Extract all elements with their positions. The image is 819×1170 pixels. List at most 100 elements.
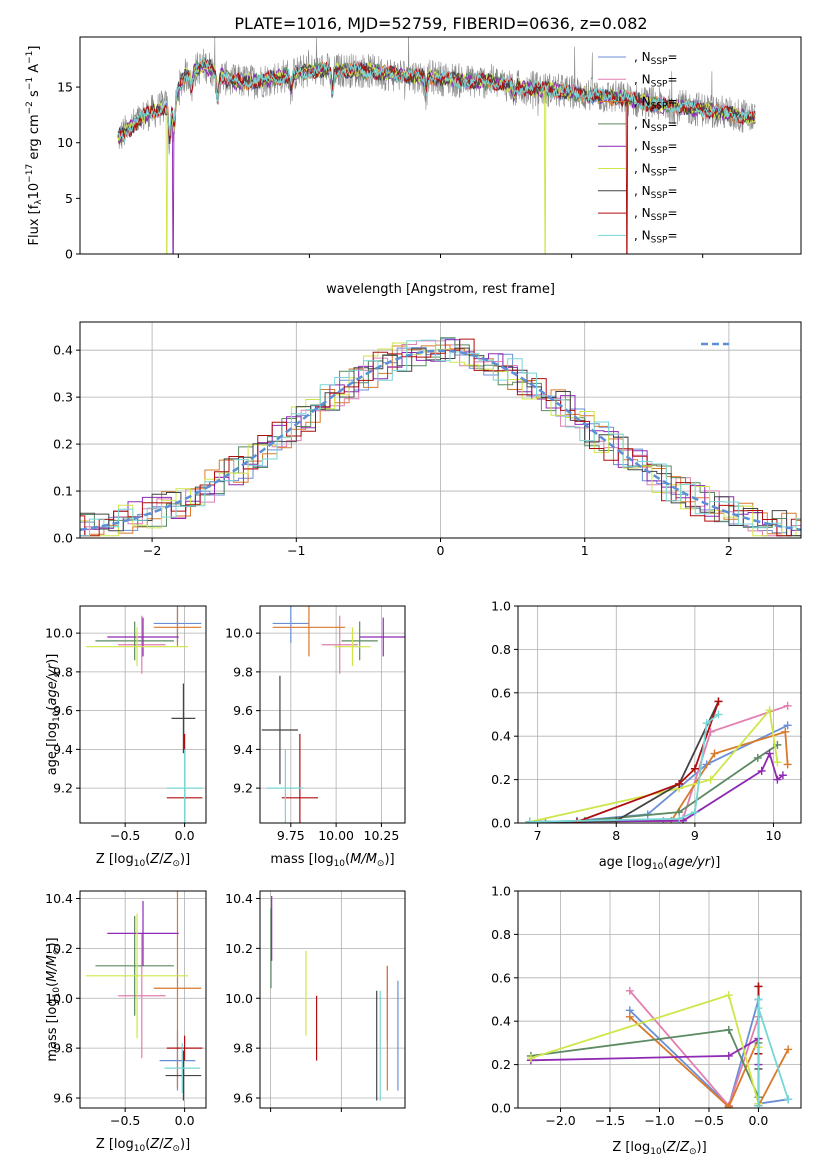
x-tick-label: 10.25 bbox=[364, 828, 400, 843]
axes-frame bbox=[79, 890, 207, 1109]
mass-weight-marker bbox=[753, 753, 762, 762]
y-tick-label: 10.2 bbox=[45, 941, 73, 956]
model-spectrum-line bbox=[117, 57, 756, 254]
mass-weight-marker bbox=[625, 986, 634, 995]
mass-weight-marker bbox=[773, 775, 782, 784]
mass-weight-line bbox=[530, 1028, 760, 1098]
y-tick-label: 9.4 bbox=[233, 742, 253, 757]
y-tick-label: 5 bbox=[65, 191, 73, 206]
y-tick-label: 9.2 bbox=[233, 781, 253, 796]
x-tick-label: 2 bbox=[725, 543, 733, 558]
y-tick-label: 10.0 bbox=[45, 626, 73, 641]
x-tick-label: −1.0 bbox=[644, 1113, 674, 1128]
plot-area bbox=[270, 895, 399, 1101]
y-tick-label: 10.0 bbox=[225, 626, 253, 641]
y-tick-label: 9.6 bbox=[53, 703, 73, 718]
mass-weight-marker bbox=[690, 808, 699, 817]
mass-weight-marker bbox=[625, 1012, 634, 1021]
x-axis-label: Z [log10(Z/Z⊙)] bbox=[96, 852, 190, 869]
y-tick-label: 0.0 bbox=[53, 531, 73, 546]
mass-weight-marker bbox=[724, 1025, 733, 1034]
axes-frame bbox=[79, 321, 802, 539]
mass-weight-marker bbox=[765, 706, 774, 715]
mass-weight-marker bbox=[714, 697, 723, 706]
age-vs-metallicity-panel: −0.5 0.0 9.2 9.4 9.6 9.8 10.0 Z [log10(Z/Z⊙)] ag… bbox=[45, 605, 207, 869]
x-tick-label: −0.5 bbox=[110, 1113, 140, 1128]
x-tick-label: 10.00 bbox=[318, 828, 354, 843]
mass-weight-marker bbox=[754, 982, 763, 991]
plot-area bbox=[117, 37, 756, 254]
x-axis-label: wavelength [Angstrom, rest frame] bbox=[326, 282, 555, 297]
legend-entry-label: , NSSP= bbox=[634, 184, 678, 201]
mass-weight-marker bbox=[706, 775, 715, 784]
y-tick-label: 10.0 bbox=[225, 991, 253, 1006]
data-spectrum-line bbox=[117, 37, 756, 155]
legend-entry-label: , NSSP= bbox=[634, 139, 678, 156]
y-tick-label: 1.0 bbox=[491, 599, 511, 614]
figure-title: PLATE=1016, MJD=52759, FIBERID=0636, z=0… bbox=[234, 14, 647, 33]
x-tick-label: 9.75 bbox=[277, 828, 305, 843]
massweight-vs-metallicity-panel: −2.0 −1.5 −1.0 −0.5 0.0 0.0 0.2 0.4 0.6 0.8 1.0 Z [… bbox=[491, 884, 802, 1157]
residual-histogram-step bbox=[80, 344, 801, 537]
legend-entry-label: , NSSP= bbox=[634, 206, 678, 223]
y-tick-label: 0.4 bbox=[53, 343, 73, 358]
y-axis-label: Flux [fλ10−17 erg cm−2 s−1 A−1] bbox=[25, 46, 44, 246]
mass-weight-marker bbox=[754, 1101, 763, 1108]
legend-entry-label: , NSSP= bbox=[634, 95, 678, 112]
plot-area bbox=[526, 982, 793, 1108]
y-tick-label: 10.0 bbox=[45, 991, 73, 1006]
age-vs-mass-panel: 9.75 10.00 10.25 9.2 9.4 9.6 9.8 10.0 mass [log1… bbox=[225, 605, 406, 869]
x-tick-label: 1 bbox=[581, 543, 589, 558]
axes-frame bbox=[259, 890, 406, 1109]
y-tick-label: 9.8 bbox=[53, 1041, 73, 1056]
residuals-panel: −2 −1 0 1 2 0.0 0.1 0.2 0.3 0.4 bbox=[53, 321, 802, 558]
y-tick-label: 9.6 bbox=[233, 703, 253, 718]
mass-weight-marker bbox=[783, 701, 792, 710]
mass-weight-line bbox=[576, 724, 788, 822]
mass-weight-line bbox=[629, 990, 760, 1108]
x-tick-label: −1.5 bbox=[595, 1113, 625, 1128]
y-tick-label: 0.0 bbox=[491, 1101, 511, 1116]
x-tick-label: 10 bbox=[766, 828, 782, 843]
mass-weight-line bbox=[529, 713, 720, 823]
x-axis-label: Z [log10(Z/Z⊙)] bbox=[96, 1137, 190, 1154]
x-tick-label: 8 bbox=[612, 828, 620, 843]
mass-weight-marker bbox=[783, 760, 792, 769]
residual-histogram-step bbox=[80, 347, 801, 537]
x-tick-label: −0.5 bbox=[110, 828, 140, 843]
mass-weight-marker bbox=[754, 1004, 763, 1013]
legend-entry-label: , NSSP= bbox=[634, 117, 678, 134]
mass-weight-marker bbox=[675, 814, 684, 823]
mass-weight-marker bbox=[778, 771, 787, 780]
model-spectrum-line bbox=[117, 55, 756, 143]
plot-area bbox=[525, 697, 792, 823]
y-tick-label: 10.2 bbox=[225, 941, 253, 956]
y-tick-label: 9.6 bbox=[53, 1091, 73, 1106]
x-tick-label: −1 bbox=[287, 543, 305, 558]
x-axis-label: age [log10(age/yr)] bbox=[599, 855, 721, 872]
y-tick-label: 15 bbox=[57, 80, 73, 95]
y-tick-label: 10.4 bbox=[45, 891, 73, 906]
mass-weight-marker bbox=[724, 991, 733, 1000]
axes-frame bbox=[79, 605, 207, 824]
axes-frame bbox=[517, 605, 802, 824]
mass-weight-marker bbox=[724, 1102, 733, 1108]
y-tick-label: 9.8 bbox=[53, 664, 73, 679]
mass-weight-marker bbox=[675, 779, 684, 788]
legend-entry-label: , NSSP= bbox=[634, 72, 678, 89]
x-tick-label: 0.0 bbox=[175, 1113, 195, 1128]
y-axis-label: age [log10(age/yr)] bbox=[45, 654, 62, 776]
mass-vs-metallicity-panel: −0.5 0.0 9.6 9.8 10.0 10.2 10.4 Z [log10(Z/Z⊙)]… bbox=[45, 890, 207, 1154]
y-tick-label: 1.0 bbox=[491, 884, 511, 899]
mass-weight-marker bbox=[784, 1095, 793, 1104]
residual-histogram-step bbox=[80, 338, 801, 537]
mass-weight-marker bbox=[757, 766, 766, 775]
x-tick-label: 0 bbox=[437, 543, 445, 558]
y-tick-label: 0.2 bbox=[491, 772, 511, 787]
y-tick-label: 0.8 bbox=[491, 927, 511, 942]
y-tick-label: 9.2 bbox=[53, 781, 73, 796]
y-tick-label: 0.6 bbox=[491, 970, 511, 985]
mass-weight-marker bbox=[781, 727, 790, 736]
x-tick-label: 9 bbox=[691, 828, 699, 843]
